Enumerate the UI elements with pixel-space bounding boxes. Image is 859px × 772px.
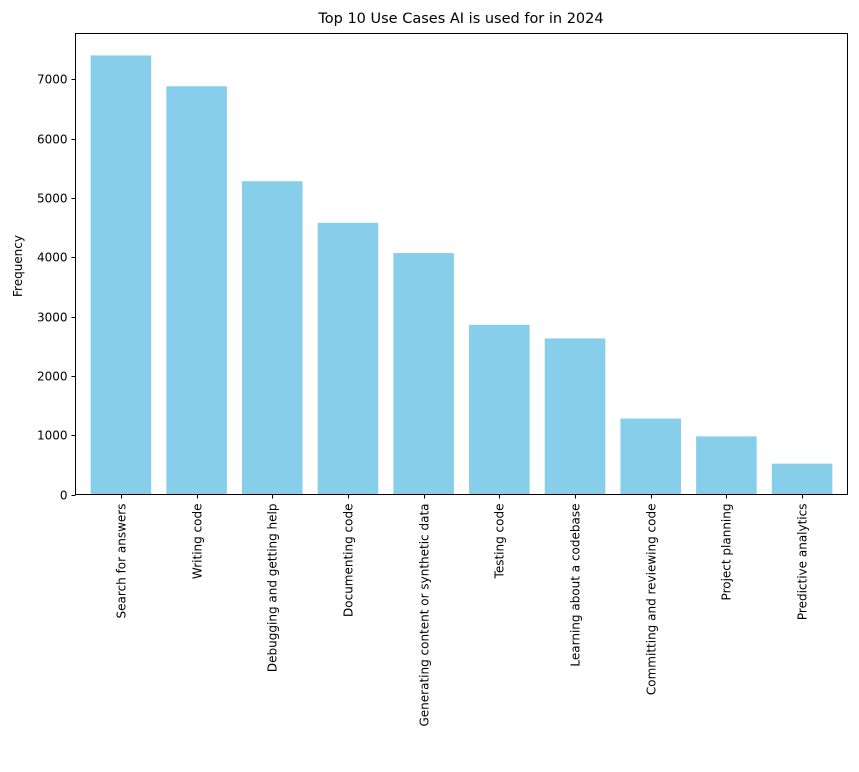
bar-4: [317, 222, 379, 495]
x-tick-label: Project planning: [720, 504, 734, 601]
y-tick-label: 4000: [37, 251, 68, 265]
bar-6: [469, 324, 530, 495]
y-tick-label: 7000: [37, 73, 68, 87]
x-tick-label: Documenting code: [342, 504, 356, 617]
bar-5: [393, 253, 454, 495]
x-tick-label: Search for answers: [115, 504, 129, 619]
y-tick-label: 0: [60, 489, 68, 503]
bar-1: [90, 55, 152, 495]
y-axis-ticks: 0 1000 2000 3000 4000 5000 6000 7000: [37, 73, 76, 503]
bar-8: [620, 418, 681, 495]
x-tick-label: Testing code: [493, 504, 507, 580]
y-tick-label: 1000: [37, 429, 68, 443]
bar-7: [544, 338, 606, 495]
bar-3: [242, 181, 303, 495]
y-axis-label: Frequency: [11, 235, 25, 297]
x-axis-ticks: Search for answers Writing code Debugging …: [115, 494, 810, 727]
x-tick-label: Debugging and getting help: [266, 504, 280, 673]
x-tick-label: Committing and reviewing code: [645, 504, 659, 696]
bar-10: [771, 463, 833, 495]
chart-title: Top 10 Use Cases AI is used for in 2024: [317, 11, 603, 27]
y-tick-label: 5000: [37, 192, 68, 206]
plot-frame: [75, 33, 848, 495]
bar-9: [696, 436, 757, 495]
y-tick-label: 3000: [37, 311, 68, 325]
bar-2: [166, 86, 227, 495]
x-tick-label: Predictive analytics: [796, 504, 810, 621]
y-tick-label: 6000: [37, 133, 68, 147]
x-tick-label: Learning about a codebase: [569, 504, 583, 667]
bars-group: [90, 55, 833, 495]
x-tick-label: Writing code: [191, 504, 205, 580]
x-tick-label: Generating content or synthetic data: [418, 504, 432, 727]
y-tick-label: 2000: [37, 370, 68, 384]
